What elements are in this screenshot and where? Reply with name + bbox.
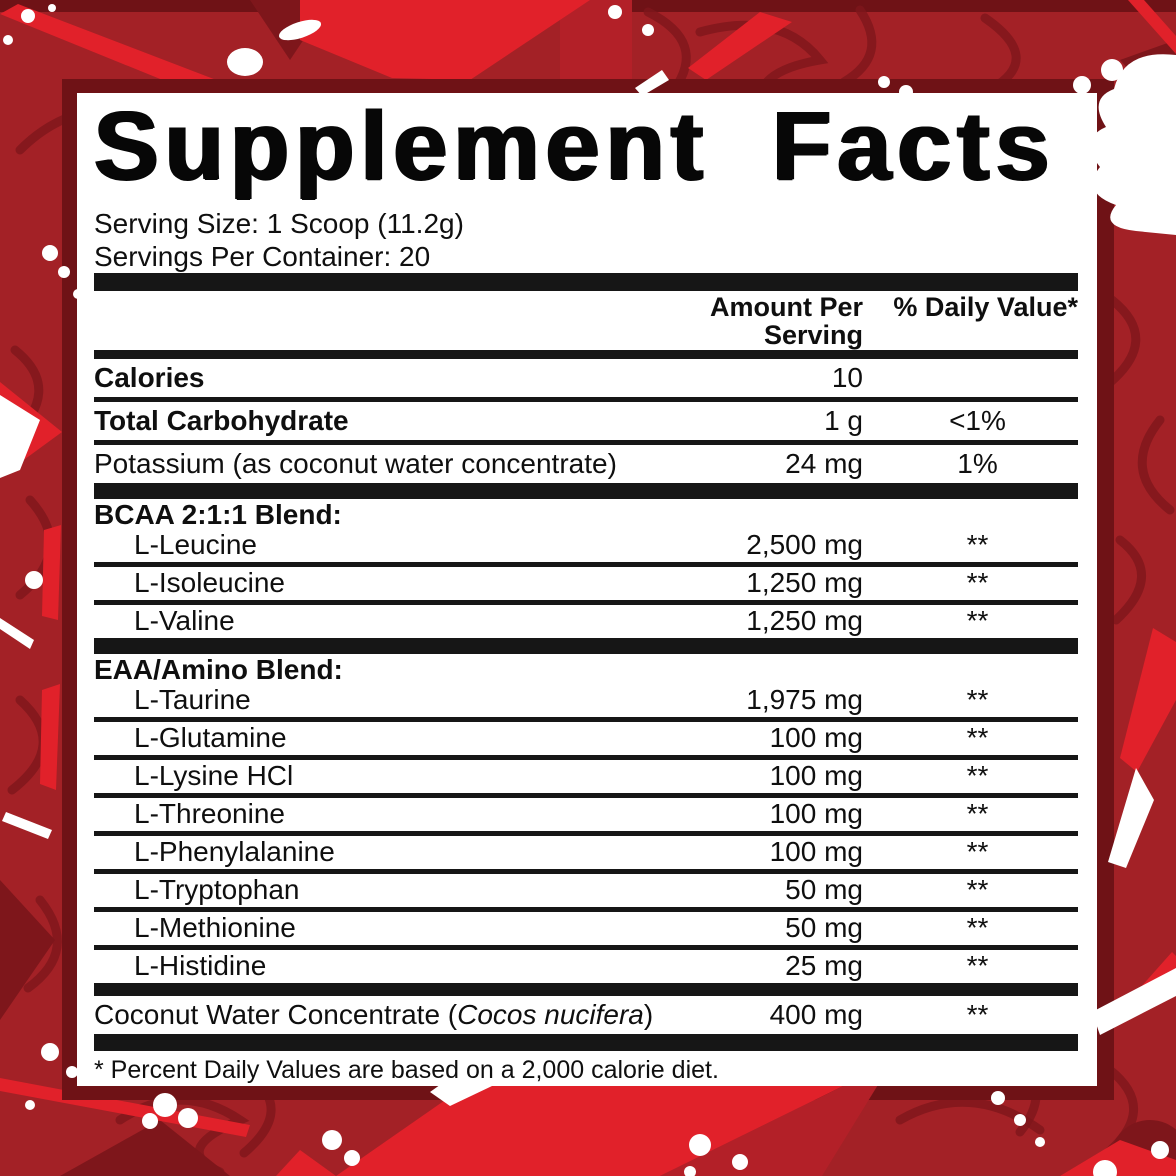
- table-row-calories: Calories 10: [94, 359, 1078, 397]
- row-amount: 10: [831, 362, 863, 393]
- row-dv: 1%: [957, 448, 998, 479]
- row-amount: 25 mg: [785, 950, 863, 981]
- table-row-potassium: Potassium (as coconut water concentrate)…: [94, 445, 1078, 483]
- row-dv: **: [966, 722, 989, 753]
- thick-rule: [94, 483, 1078, 499]
- row-amount: 400 mg: [769, 999, 863, 1030]
- row-amount: 50 mg: [785, 874, 863, 905]
- thick-rule: [94, 983, 1078, 996]
- row-dv: **: [966, 912, 989, 943]
- row-rule: [94, 831, 1078, 836]
- row-name: L-Taurine: [134, 684, 251, 715]
- row-name: L-Isoleucine: [134, 567, 285, 598]
- row-amount: 2,500 mg: [746, 529, 863, 560]
- row-amount: 1 g: [824, 405, 863, 436]
- row-amount: 1,975 mg: [746, 684, 863, 715]
- row-rule: [94, 793, 1078, 798]
- row-dv: **: [966, 950, 989, 981]
- row-name: L-Histidine: [134, 950, 267, 981]
- row-dv: **: [966, 605, 989, 636]
- row-dv: **: [966, 760, 989, 791]
- thick-rule: [94, 1034, 1078, 1051]
- row-name: L-Threonine: [134, 798, 285, 829]
- row-dv: **: [966, 999, 989, 1030]
- row-name-latin: Cocos nucifera: [457, 999, 644, 1030]
- row-name: L-Valine: [134, 605, 235, 636]
- table-row-l-glutamine: L-Glutamine 100 mg **: [94, 722, 1078, 755]
- header-spacer: [94, 293, 663, 349]
- row-amount: 100 mg: [769, 836, 863, 867]
- section-label-eaa: EAA/Amino Blend:: [94, 654, 343, 685]
- supplement-facts-panel: Supplement Facts Serving Size: 1 Scoop (…: [77, 93, 1097, 1086]
- table-row-l-tryptophan: L-Tryptophan 50 mg **: [94, 874, 1078, 907]
- page-title: Supplement Facts: [94, 93, 1056, 200]
- row-name: Potassium (as coconut water concentrate): [94, 448, 617, 479]
- row-rule: [94, 945, 1078, 950]
- row-rule: [94, 869, 1078, 874]
- table-row-l-methionine: L-Methionine 50 mg **: [94, 912, 1078, 945]
- row-amount: 1,250 mg: [746, 605, 863, 636]
- row-dv: [863, 364, 1078, 392]
- row-amount: 100 mg: [769, 722, 863, 753]
- row-name: Coconut Water Concentrate (Cocos nucifer…: [94, 1001, 663, 1029]
- header-daily-value: % Daily Value*: [893, 292, 1078, 322]
- row-amount: 24 mg: [785, 448, 863, 479]
- table-row-l-lysine-hcl: L-Lysine HCl 100 mg **: [94, 760, 1078, 793]
- white-splatter: [0, 4, 1176, 1176]
- table-row-l-valine: L-Valine 1,250 mg **: [94, 605, 1078, 638]
- servings-per-container: Servings Per Container: 20: [94, 241, 431, 272]
- table-row-l-threonine: L-Threonine 100 mg **: [94, 798, 1078, 831]
- row-name: Calories: [94, 362, 205, 393]
- row-name-suffix: ): [643, 999, 654, 1030]
- row-name-prefix: Coconut Water Concentrate (: [94, 999, 458, 1030]
- row-dv: **: [966, 836, 989, 867]
- row-rule: [94, 562, 1078, 567]
- row-dv: **: [966, 529, 989, 560]
- row-name: L-Tryptophan: [134, 874, 300, 905]
- row-amount: 100 mg: [769, 798, 863, 829]
- row-name: L-Glutamine: [134, 722, 287, 753]
- row-amount: 100 mg: [769, 760, 863, 791]
- table-row-l-isoleucine: L-Isoleucine 1,250 mg **: [94, 567, 1078, 600]
- table-row-l-leucine: L-Leucine 2,500 mg **: [94, 529, 1078, 562]
- table-row-coconut-water: Coconut Water Concentrate (Cocos nucifer…: [94, 996, 1078, 1034]
- row-name: Total Carbohydrate: [94, 405, 349, 436]
- row-rule: [94, 600, 1078, 605]
- row-rule: [94, 907, 1078, 912]
- thick-rule: [94, 638, 1078, 654]
- row-rule: [94, 440, 1078, 445]
- column-header-row: Amount Per Serving % Daily Value*: [94, 291, 1078, 350]
- row-rule: [94, 755, 1078, 760]
- row-rule: [94, 397, 1078, 402]
- section-label-bcaa: BCAA 2:1:1 Blend:: [94, 499, 342, 530]
- row-dv: **: [966, 798, 989, 829]
- footnote-daily-values: * Percent Daily Values are based on a 2,…: [94, 1056, 719, 1084]
- row-dv: **: [966, 874, 989, 905]
- table-row-l-histidine: L-Histidine 25 mg **: [94, 950, 1078, 983]
- header-amount-per-serving: Amount Per Serving: [709, 292, 863, 350]
- row-amount: 50 mg: [785, 912, 863, 943]
- row-name: L-Methionine: [134, 912, 296, 943]
- row-name: L-Leucine: [134, 529, 257, 560]
- row-rule: [94, 717, 1078, 722]
- row-dv: **: [966, 684, 989, 715]
- table-row-l-phenylalanine: L-Phenylalanine 100 mg **: [94, 836, 1078, 869]
- serving-size: Serving Size: 1 Scoop (11.2g): [94, 208, 464, 239]
- medium-rule: [94, 350, 1078, 359]
- row-dv: **: [966, 567, 989, 598]
- row-dv: <1%: [949, 405, 1006, 436]
- thick-rule: [94, 273, 1078, 291]
- footnote-not-established: ** Daily Value not established: [94, 1083, 1078, 1086]
- row-amount: 1,250 mg: [746, 567, 863, 598]
- row-name: L-Phenylalanine: [134, 836, 335, 867]
- row-name: L-Lysine HCl: [134, 760, 294, 791]
- table-row-total-carbohydrate: Total Carbohydrate 1 g <1%: [94, 402, 1078, 440]
- table-row-l-taurine: L-Taurine 1,975 mg **: [94, 684, 1078, 717]
